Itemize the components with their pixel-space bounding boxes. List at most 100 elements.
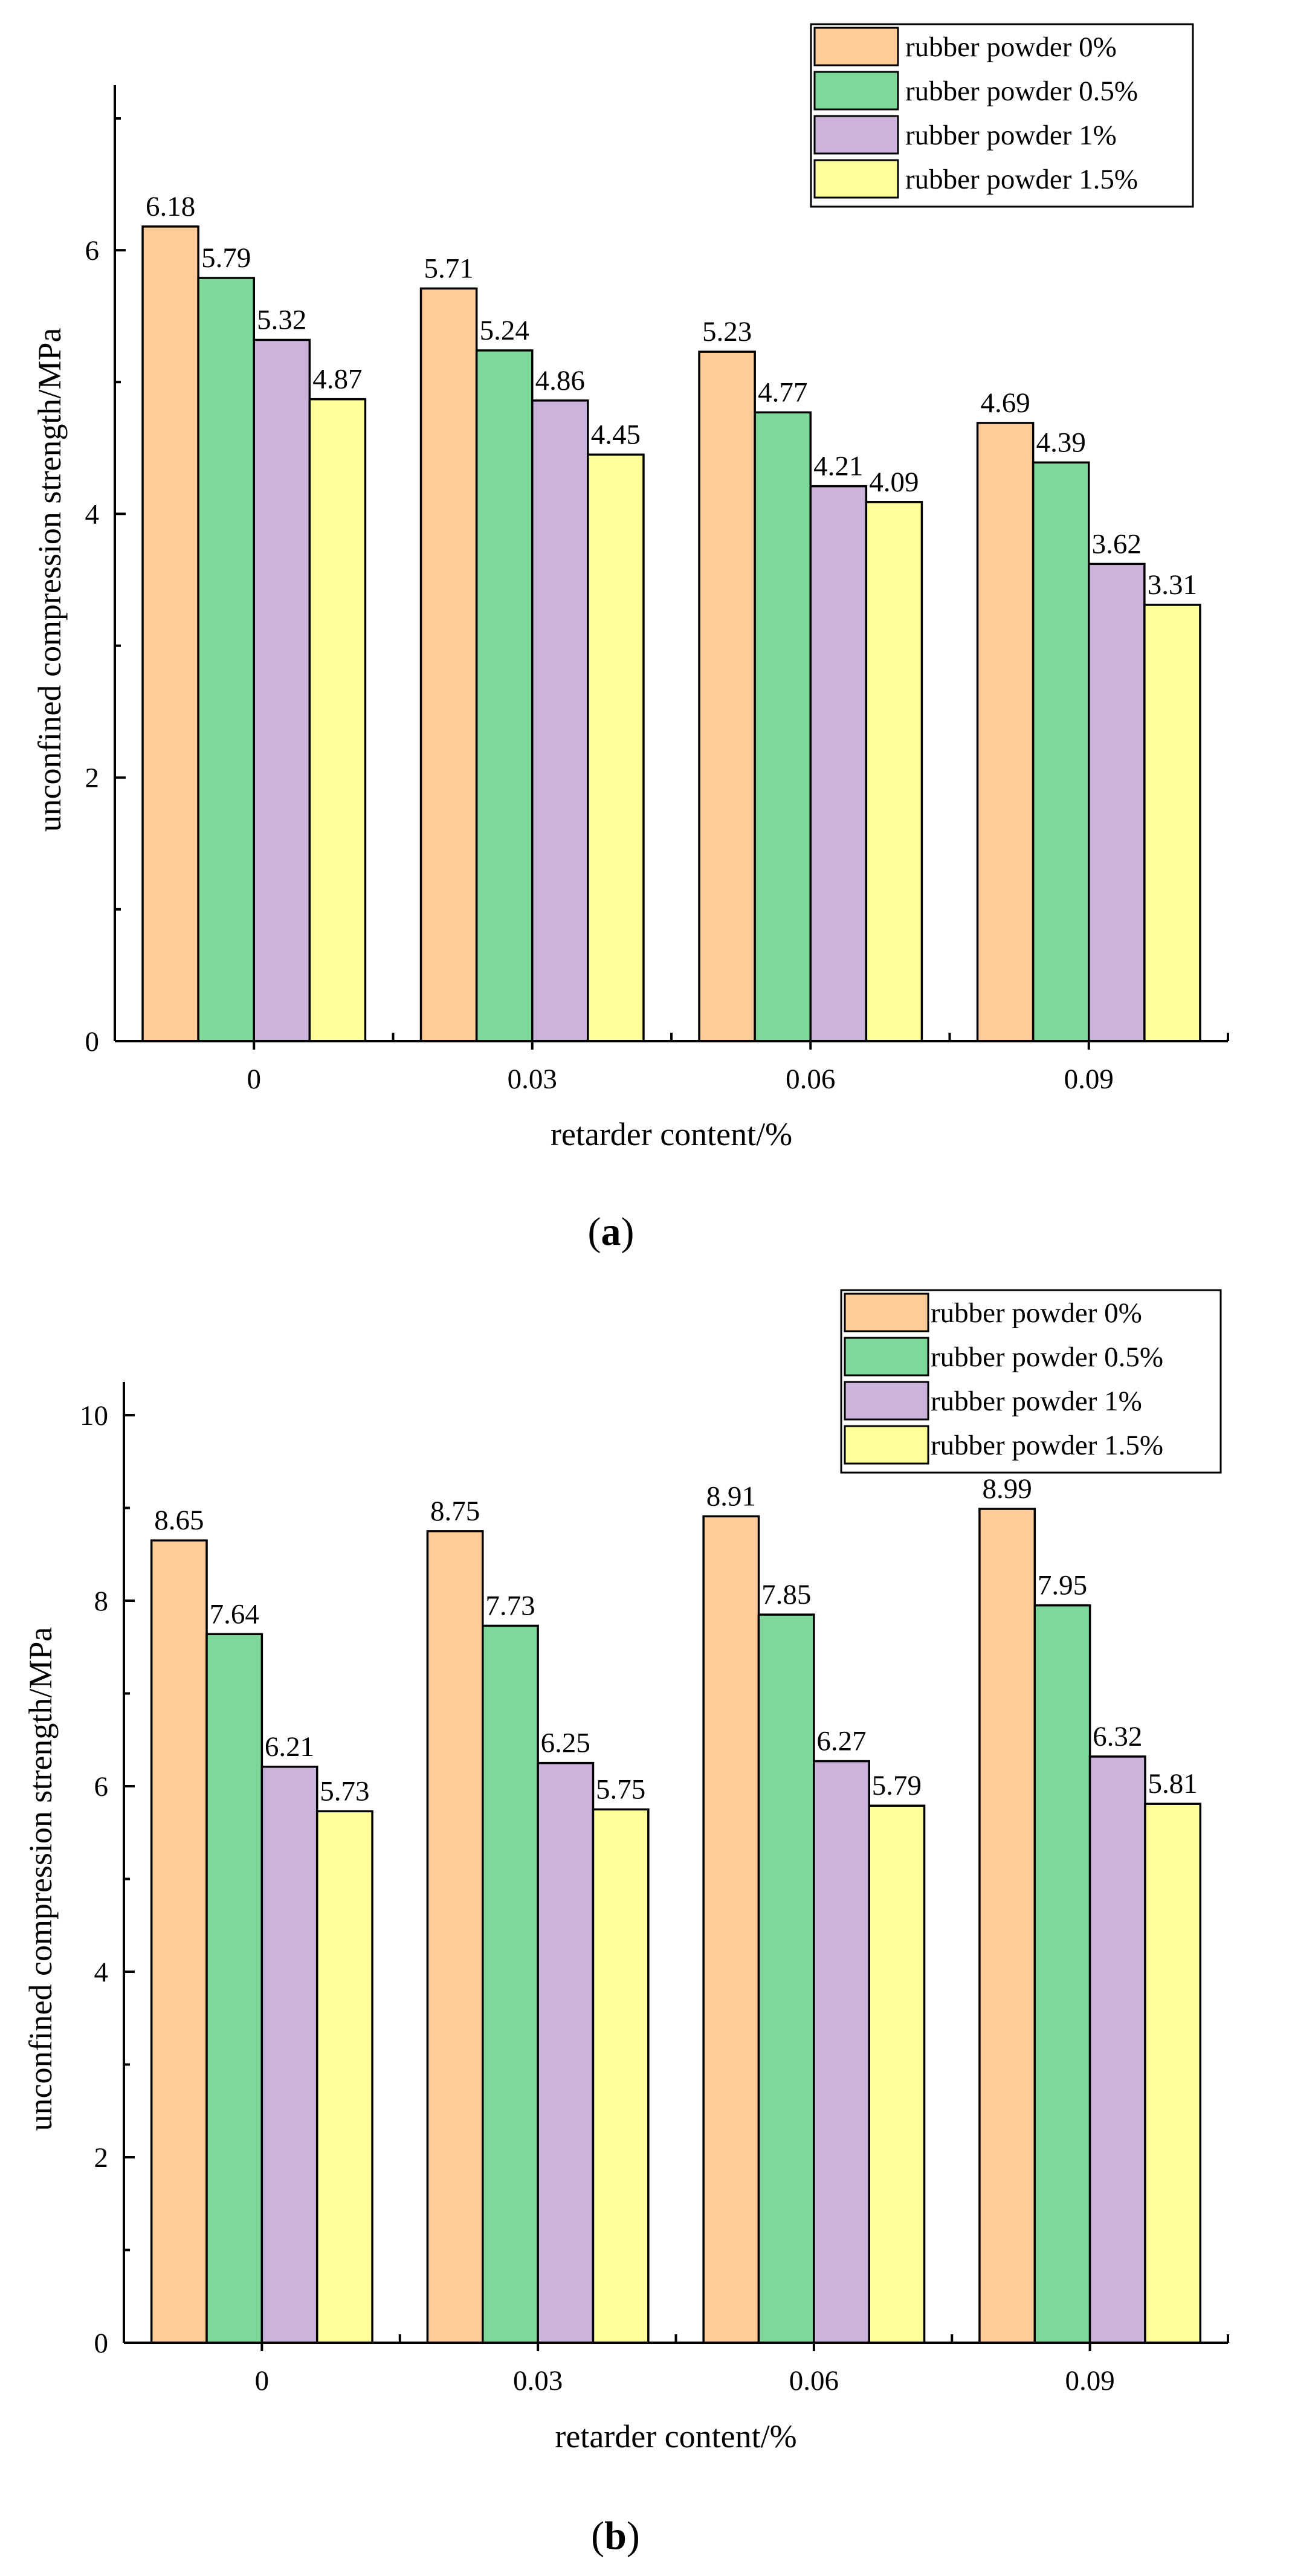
legend-entry-a-0: rubber powder 0% <box>905 31 1117 63</box>
bar-a-s1-c2 <box>754 411 812 1042</box>
x-tick-label-a: 0.06 <box>786 1064 835 1095</box>
data-label-b-s2-c2: 6.27 <box>816 1726 866 1757</box>
data-label-a-s2-c2: 4.21 <box>813 451 863 482</box>
x-tick-label-b: 0.06 <box>789 2365 839 2397</box>
y-tick-label-b: 6 <box>94 1771 109 1803</box>
y-tick-label-a: 4 <box>85 499 100 530</box>
data-label-b-s1-c3: 7.95 <box>1038 1570 1087 1601</box>
data-label-b-s2-c1: 6.25 <box>541 1728 590 1759</box>
data-label-a-s0-c1: 5.71 <box>424 253 473 284</box>
x-axis-title-b: retarder content/% <box>555 2418 796 2455</box>
x-tick-label-a: 0.09 <box>1064 1064 1114 1095</box>
chart-panel-a: 6.185.795.324.87 5.715.244.864.45 5.234.77… <box>31 23 1229 1254</box>
legend-entry-b-0: rubber powder 0% <box>931 1297 1142 1329</box>
data-label-a-s3-c2: 4.09 <box>869 466 919 498</box>
legend-entry-b-1: rubber powder 0.5% <box>931 1341 1163 1373</box>
bar-a-s0-c3 <box>976 422 1035 1042</box>
y-tick-label-a: 6 <box>85 235 100 266</box>
data-label-b-s0-c1: 8.75 <box>430 1496 480 1527</box>
panel-letter-b: b <box>604 2514 627 2558</box>
data-label-a-s2-c1: 4.86 <box>535 365 585 396</box>
bar-b-s1-c2 <box>757 1613 815 2344</box>
bar-a-s1-c0 <box>197 277 255 1042</box>
y-tick-label-b: 4 <box>94 1957 109 1988</box>
legend-swatch-b-0 <box>844 1293 929 1332</box>
legend-entry-a-3: rubber powder 1.5% <box>905 164 1138 195</box>
legend-a: rubber powder 0% rubber powder 0.5% rubber… <box>810 23 1194 208</box>
bar-b-s0-c0 <box>150 1539 208 2344</box>
data-label-b-s0-c3: 8.99 <box>982 1473 1032 1505</box>
legend-swatch-a-2 <box>813 115 899 155</box>
data-label-a-s2-c3: 3.62 <box>1092 528 1142 560</box>
bar-b-s2-c2 <box>813 1760 870 2344</box>
panel-letter-a: a <box>601 1210 621 1254</box>
data-label-a-s2-c0: 5.32 <box>257 304 306 335</box>
data-label-a-s1-c1: 5.24 <box>480 315 529 346</box>
x-tick-label-b: 0.03 <box>513 2365 563 2397</box>
bar-b-s0-c1 <box>426 1530 484 2344</box>
data-label-b-s1-c1: 7.73 <box>485 1590 535 1621</box>
legend-entry-b-3: rubber powder 1.5% <box>931 1430 1163 1461</box>
bar-b-s3-c3 <box>1144 1803 1202 2344</box>
data-label-b-s3-c0: 5.73 <box>320 1775 369 1807</box>
y-tick-label-b: 2 <box>94 2142 109 2174</box>
bar-a-s1-c1 <box>475 349 534 1042</box>
bar-b-s2-c0 <box>260 1766 318 2344</box>
bar-a-s3-c3 <box>1143 604 1201 1042</box>
bar-a-s0-c2 <box>698 350 756 1042</box>
data-label-a-s0-c0: 6.18 <box>146 191 195 222</box>
data-label-b-s1-c0: 7.64 <box>210 1598 259 1630</box>
legend-swatch-b-2 <box>844 1381 929 1421</box>
legend-entry-a-1: rubber powder 0.5% <box>905 76 1138 107</box>
x-tick-label-b: 0 <box>255 2365 270 2397</box>
bar-a-s1-c3 <box>1032 461 1090 1042</box>
data-label-a-s1-c0: 5.79 <box>201 242 251 274</box>
bar-a-s0-c1 <box>419 287 478 1042</box>
data-label-a-s1-c3: 4.39 <box>1036 427 1086 458</box>
bar-b-s0-c3 <box>978 1508 1036 2344</box>
y-tick-label-b: 0 <box>94 2328 109 2359</box>
bar-a-s3-c1 <box>587 453 645 1042</box>
data-label-a-s1-c2: 4.77 <box>758 376 807 408</box>
x-tick-label-b: 0.09 <box>1065 2365 1115 2397</box>
data-label-a-s0-c3: 4.69 <box>980 387 1030 419</box>
y-axis-title-a: unconfined compression strength/MPa <box>31 328 68 832</box>
chart-panel-b: 8.65 7.64 6.215.73 8.75 7.73 6.255.75 8.91 7.85… <box>22 1289 1229 2558</box>
bar-a-s2-c1 <box>531 399 589 1042</box>
legend-swatch-a-1 <box>813 71 899 111</box>
x-axis-title-a: retarder content/% <box>551 1116 792 1152</box>
y-tick-label-a: 2 <box>85 763 100 794</box>
bar-b-s0-c2 <box>702 1515 760 2344</box>
bar-b-s3-c1 <box>592 1808 650 2344</box>
data-label-b-s1-c2: 7.85 <box>761 1579 811 1610</box>
data-label-b-s3-c3: 5.81 <box>1148 1768 1198 1800</box>
legend-entry-b-2: rubber powder 1% <box>931 1386 1142 1417</box>
y-tick-label-b: 8 <box>94 1586 109 1617</box>
data-label-b-s0-c2: 8.91 <box>706 1480 756 1512</box>
bar-b-s1-c1 <box>482 1624 539 2344</box>
bar-a-s3-c2 <box>865 501 923 1042</box>
x-tick-label-a: 0.03 <box>508 1064 557 1095</box>
panel-label-a: (a) <box>588 1210 635 1254</box>
data-label-a-s3-c3: 3.31 <box>1148 569 1197 601</box>
data-label-b-s3-c2: 5.79 <box>872 1770 922 1801</box>
bar-b-s3-c0 <box>315 1810 373 2344</box>
data-label-b-s0-c0: 8.65 <box>154 1505 204 1536</box>
bar-b-s1-c0 <box>205 1633 263 2344</box>
data-label-b-s2-c3: 6.32 <box>1093 1721 1142 1752</box>
bar-b-s1-c3 <box>1033 1604 1091 2344</box>
bar-b-s2-c3 <box>1088 1755 1146 2344</box>
legend-swatch-a-0 <box>813 27 899 66</box>
legend-entry-a-2: rubber powder 1% <box>905 120 1117 151</box>
bar-a-s3-c0 <box>308 398 367 1042</box>
data-label-a-s0-c2: 5.23 <box>702 316 752 347</box>
legend-b: rubber powder 0% rubber powder 0.5% rubber… <box>840 1289 1222 1474</box>
legend-swatch-b-1 <box>844 1337 929 1377</box>
bar-b-s3-c2 <box>868 1804 926 2344</box>
bar-a-s2-c0 <box>253 338 311 1042</box>
legend-swatch-a-3 <box>813 159 899 199</box>
panel-label-b: (b) <box>591 2514 640 2558</box>
bar-a-s0-c0 <box>141 225 199 1042</box>
data-label-b-s2-c0: 6.21 <box>265 1731 314 1763</box>
